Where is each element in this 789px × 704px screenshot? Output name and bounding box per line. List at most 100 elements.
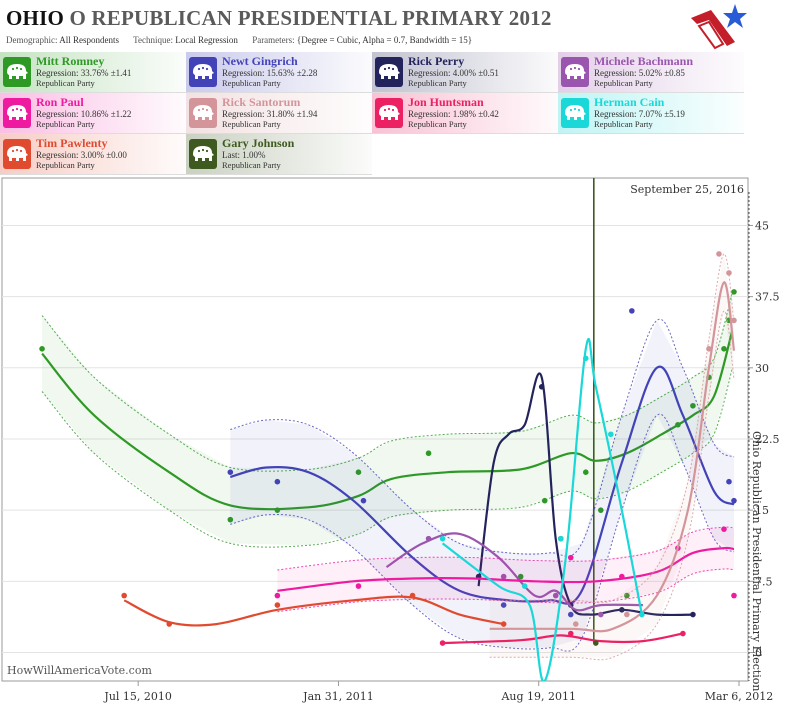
candidate-regression: Regression: 1.98% ±0.42 — [408, 109, 499, 119]
data-point-herman-cain — [608, 431, 614, 438]
legend-item-rick-santorum[interactable]: Rick Santorum Regression: 31.80% ±1.94 Rep… — [186, 93, 372, 134]
confidence-lower-ron-paul — [277, 568, 735, 613]
legend-item-gary-johnson[interactable]: Gary Johnson Last: 1.00% Republican Party — [186, 134, 372, 175]
candidate-party: Republican Party — [222, 160, 281, 170]
data-point-tim-pawlenty — [121, 592, 127, 599]
data-point-herman-cain — [582, 355, 589, 362]
confidence-band-mitt-romney — [42, 293, 733, 546]
data-point-newt-gingrich — [274, 478, 281, 485]
elephant-icon — [189, 139, 217, 169]
data-point-jon-huntsman — [680, 630, 686, 637]
data-point-mitt-romney — [39, 346, 45, 352]
polling-chart: 0 7.5 15 22.5 30 37.5 45 Jul 15, 2010 Jan 31, 20… — [1, 177, 780, 703]
data-point-ron-paul — [721, 526, 727, 532]
confidence-upper-ron-paul — [277, 526, 735, 571]
y-tick-label: 15 — [755, 504, 769, 517]
confidence-upper-newt-gingrich — [230, 318, 735, 557]
elephant-icon — [189, 98, 217, 128]
data-point-rick-santorum — [726, 270, 732, 276]
legend-item-mitt-romney[interactable]: Mitt Romney Regression: 33.76% ±1.41 Repub… — [0, 52, 186, 93]
candidate-party: Republican Party — [594, 78, 653, 88]
y-tick-label: 37.5 — [755, 291, 780, 304]
series-line-jon-huntsman — [442, 632, 684, 645]
data-point-mitt-romney — [227, 516, 234, 523]
legend-item-rick-perry[interactable]: Rick Perry Regression: 4.00% ±0.51 Republi… — [372, 52, 558, 93]
technique-value: Local Regression — [175, 35, 238, 45]
candidate-regression: Regression: 3.00% ±0.00 — [36, 150, 127, 160]
data-point-ron-paul — [355, 583, 362, 589]
watermark-text: HowWillAmericaVote.com — [7, 664, 152, 677]
candidate-name: Newt Gingrich — [222, 54, 298, 68]
data-point-michele-bachmann — [598, 611, 604, 618]
data-point-newt-gingrich — [360, 497, 367, 504]
candidate-party: Republican Party — [594, 119, 653, 129]
data-point-tim-pawlenty — [166, 621, 173, 627]
x-tick-label: Jul 15, 2010 — [103, 690, 172, 703]
candidate-name: Rick Santorum — [222, 95, 301, 109]
legend-item-herman-cain[interactable]: Herman Cain Regression: 7.07% ±5.19 Republ… — [558, 93, 744, 134]
legend-item-jon-huntsman[interactable]: Jon Huntsman Regression: 1.98% ±0.42 Repub… — [372, 93, 558, 134]
candidate-name: Tim Pawlenty — [36, 136, 108, 150]
elephant-icon — [3, 98, 31, 128]
data-point-mitt-romney — [517, 573, 524, 580]
confidence-band-ron-paul — [277, 527, 734, 612]
series-rick-perry — [475, 372, 696, 618]
elephant-icon — [561, 98, 589, 128]
confidence-lower-mitt-romney — [41, 369, 733, 548]
title-state: OHIO — [6, 6, 64, 30]
legend-item-michele-bachmann[interactable]: Michele Bachmann Regression: 5.02% ±0.85 R… — [558, 52, 744, 93]
x-tick-label: Jan 31, 2011 — [302, 690, 374, 703]
y-tick-label: 45 — [755, 219, 769, 232]
candidate-name: Rick Perry — [408, 54, 465, 68]
candidate-party: Republican Party — [36, 78, 95, 88]
data-point-tim-pawlenty — [409, 592, 416, 599]
data-point-ron-paul — [731, 592, 737, 599]
candidate-party: Republican Party — [36, 119, 95, 129]
parameters-value: {Degree = Cubic, Alpha = 0.7, Bandwidth … — [296, 35, 473, 45]
candidate-regression: Regression: 4.00% ±0.51 — [408, 68, 499, 78]
candidate-regression: Regression: 31.80% ±1.94 — [222, 109, 318, 119]
legend-item-ron-paul[interactable]: Ron Paul Regression: 10.86% ±1.22 Republic… — [0, 93, 186, 134]
confidence-upper-mitt-romney — [41, 293, 733, 472]
series-gary-johnson — [592, 640, 599, 646]
candidate-name: Jon Huntsman — [408, 95, 484, 109]
site-logo-icon[interactable] — [689, 2, 751, 50]
data-point-jon-huntsman — [439, 640, 446, 646]
plot-area — [39, 178, 737, 681]
candidate-party: Republican Party — [408, 78, 467, 88]
y-tick-label: 7.5 — [755, 575, 773, 588]
elephant-icon — [3, 57, 31, 87]
data-point-rick-santorum — [624, 611, 630, 618]
data-point-mitt-romney — [355, 469, 362, 476]
series-line-rick-santorum — [489, 281, 736, 633]
data-point-rick-perry — [619, 607, 625, 613]
series-jon-huntsman — [439, 630, 686, 646]
elephant-icon — [3, 139, 31, 169]
data-point-tim-pawlenty — [500, 621, 507, 627]
x-tick-label: Mar 6, 2012 — [705, 690, 774, 703]
data-point-rick-perry — [538, 383, 545, 390]
data-point-tim-pawlenty — [274, 602, 281, 608]
legend-item-newt-gingrich[interactable]: Newt Gingrich Regression: 15.63% ±2.28 Rep… — [186, 52, 372, 93]
legend-item-tim-pawlenty[interactable]: Tim Pawlenty Regression: 3.00% ±0.00 Repub… — [0, 134, 186, 175]
data-point-ron-paul — [567, 554, 574, 561]
data-point-newt-gingrich — [629, 308, 635, 314]
confidence-lower-rick-santorum — [489, 310, 735, 661]
data-point-gary-johnson — [592, 640, 599, 646]
data-point-newt-gingrich — [567, 611, 574, 618]
demographic-value: All Respondents — [59, 35, 119, 45]
series-michele-bachmann — [385, 532, 643, 618]
elephant-icon — [561, 57, 589, 87]
candidate-regression: Last: 1.00% — [222, 150, 266, 160]
data-point-jon-huntsman — [567, 630, 574, 637]
data-point-mitt-romney — [274, 507, 281, 513]
candidate-regression: Regression: 15.63% ±2.28 — [222, 68, 318, 78]
data-point-herman-cain — [439, 535, 446, 542]
series-mitt-romney — [39, 289, 737, 599]
data-point-newt-gingrich — [227, 469, 234, 476]
candidate-regression: Regression: 5.02% ±0.85 — [594, 68, 685, 78]
candidate-regression: Regression: 10.86% ±1.22 — [36, 109, 132, 119]
series-newt-gingrich — [227, 308, 737, 652]
candidate-party: Republican Party — [36, 160, 95, 170]
series-line-herman-cain — [441, 338, 643, 681]
